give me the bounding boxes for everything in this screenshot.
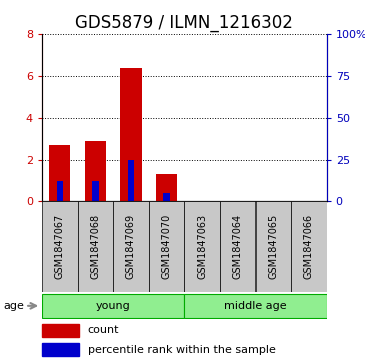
Bar xyxy=(220,201,255,292)
Bar xyxy=(184,294,327,318)
Text: age: age xyxy=(4,301,24,311)
Bar xyxy=(184,201,220,292)
Bar xyxy=(85,141,106,201)
Bar xyxy=(255,201,291,292)
Title: GDS5879 / ILMN_1216302: GDS5879 / ILMN_1216302 xyxy=(76,14,293,32)
Bar xyxy=(42,294,184,318)
Bar xyxy=(149,201,184,292)
Bar xyxy=(42,324,79,337)
Text: GSM1847067: GSM1847067 xyxy=(55,214,65,280)
Bar xyxy=(120,68,142,201)
Text: young: young xyxy=(96,301,131,311)
Text: GSM1847066: GSM1847066 xyxy=(304,214,314,280)
Bar xyxy=(57,180,63,201)
Bar xyxy=(156,174,177,201)
Text: GSM1847064: GSM1847064 xyxy=(233,214,243,280)
Bar xyxy=(291,201,327,292)
Text: GSM1847069: GSM1847069 xyxy=(126,214,136,280)
Text: count: count xyxy=(88,325,119,335)
Bar xyxy=(42,201,77,292)
Text: GSM1847063: GSM1847063 xyxy=(197,214,207,280)
Bar xyxy=(49,145,70,201)
Text: middle age: middle age xyxy=(224,301,287,311)
Bar xyxy=(77,201,113,292)
Bar xyxy=(128,160,134,201)
Bar xyxy=(92,180,99,201)
Bar xyxy=(163,193,170,201)
Bar xyxy=(42,343,79,356)
Text: GSM1847068: GSM1847068 xyxy=(91,214,100,280)
Text: percentile rank within the sample: percentile rank within the sample xyxy=(88,345,276,355)
Text: GSM1847065: GSM1847065 xyxy=(268,214,278,280)
Text: GSM1847070: GSM1847070 xyxy=(162,214,172,280)
Bar xyxy=(113,201,149,292)
